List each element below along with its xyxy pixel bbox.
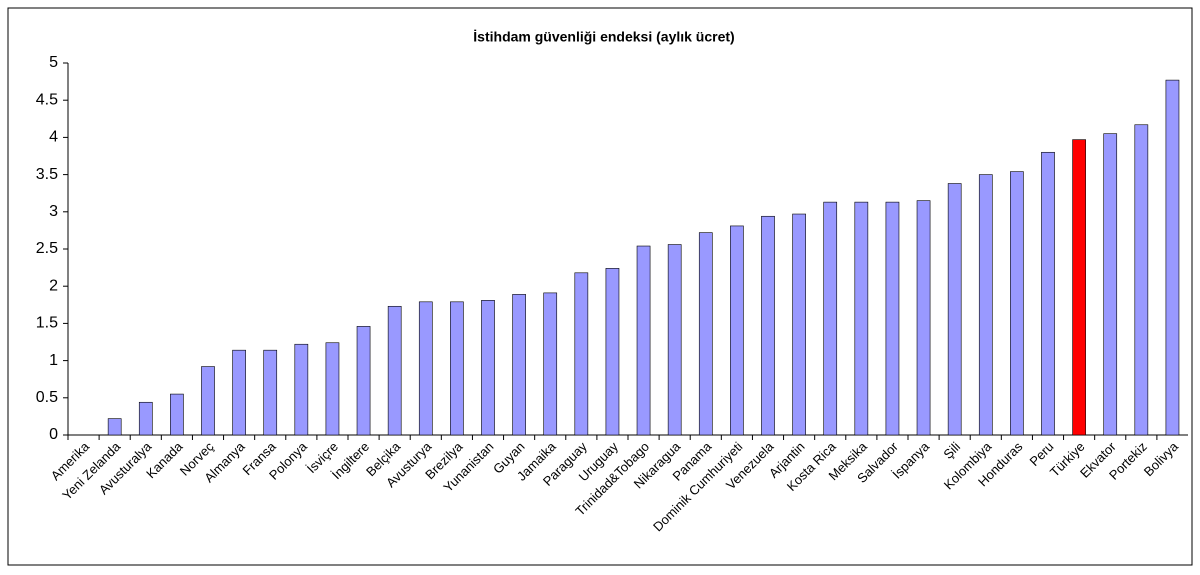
y-tick-label: 1 [49, 352, 58, 369]
bar [885, 201, 900, 436]
bar [761, 215, 775, 436]
bar [1165, 79, 1180, 436]
bar [356, 326, 371, 436]
bar [1041, 151, 1055, 436]
y-tick-label: 5 [49, 54, 58, 71]
bar [698, 232, 713, 436]
bar [854, 201, 869, 436]
y-tick-label: 2.5 [36, 240, 58, 257]
chart-frame [7, 7, 1193, 566]
bar [823, 201, 838, 436]
bar [730, 225, 744, 436]
bar [170, 393, 184, 436]
y-tick-label: 2 [49, 277, 58, 294]
bar [1072, 139, 1086, 436]
y-tick-label: 4.5 [36, 91, 58, 108]
bar [1134, 124, 1149, 436]
bar [574, 272, 589, 436]
bar [325, 342, 340, 436]
bar [636, 245, 651, 436]
bar [107, 418, 122, 436]
bar [605, 268, 620, 436]
bar [201, 366, 215, 436]
y-tick-label: 0 [49, 426, 58, 443]
bar [543, 292, 558, 436]
bar [263, 349, 278, 436]
chart-title: İstihdam güvenliği endeksi (aylık ücret) [473, 29, 734, 45]
y-tick-label: 3 [49, 203, 58, 220]
bar [792, 213, 806, 436]
bar [916, 200, 931, 436]
bar [387, 305, 402, 436]
bar [667, 244, 682, 436]
bar [138, 401, 153, 436]
bar [294, 343, 309, 436]
bar [512, 294, 526, 436]
bar [1103, 133, 1118, 436]
y-tick-label: 3.5 [36, 166, 58, 183]
bar [947, 183, 962, 436]
y-tick-label: 1.5 [36, 315, 58, 332]
bar [450, 301, 464, 436]
y-tick-label: 4 [49, 129, 58, 146]
bar [481, 300, 495, 436]
bar [1010, 171, 1024, 436]
bar [232, 349, 246, 436]
bar [978, 174, 993, 436]
bar [418, 301, 433, 436]
y-tick-label: 0.5 [36, 389, 58, 406]
